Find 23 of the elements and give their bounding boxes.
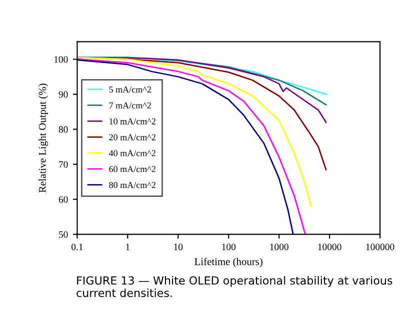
x-axis-title: Lifetime (hours) bbox=[194, 258, 262, 268]
x-tick-label: 1 bbox=[126, 244, 130, 250]
x-tick-label: 0.1 bbox=[71, 244, 83, 250]
y-tick-label: 60 bbox=[58, 196, 68, 203]
y-axis-title: Relative Light Output (%) bbox=[38, 84, 48, 193]
legend-label: 5 mA/cm^2 bbox=[109, 86, 151, 93]
legend-label: 20 mA/cm^2 bbox=[109, 134, 156, 140]
legend-label: 10 mA/cm^2 bbox=[110, 118, 156, 124]
x-tick-label: 1000 bbox=[270, 244, 288, 250]
x-tick-label: 10 bbox=[174, 244, 183, 250]
x-tick-label: 100 bbox=[222, 244, 236, 250]
caption: FIGURE 13 — White OLED operational stability at various current densities. bbox=[76, 276, 392, 298]
y-tick-label: 90 bbox=[58, 91, 68, 98]
y-tick-label: 50 bbox=[59, 231, 68, 238]
y-tick-label: 70 bbox=[59, 161, 68, 168]
legend-label: 80 mA/cm^2 bbox=[109, 182, 156, 188]
y-tick-label: 100 bbox=[54, 56, 68, 63]
legend-label: 60 mA/cm^2 bbox=[109, 166, 156, 172]
x-tick-label: 10000 bbox=[318, 244, 342, 250]
y-tick-label: 80 bbox=[58, 126, 68, 133]
legend-label: 40 mA/cm^2 bbox=[108, 150, 156, 156]
legend-label: 7 mA/cm^2 bbox=[109, 102, 151, 108]
x-tick-label: 100000 bbox=[366, 244, 394, 250]
